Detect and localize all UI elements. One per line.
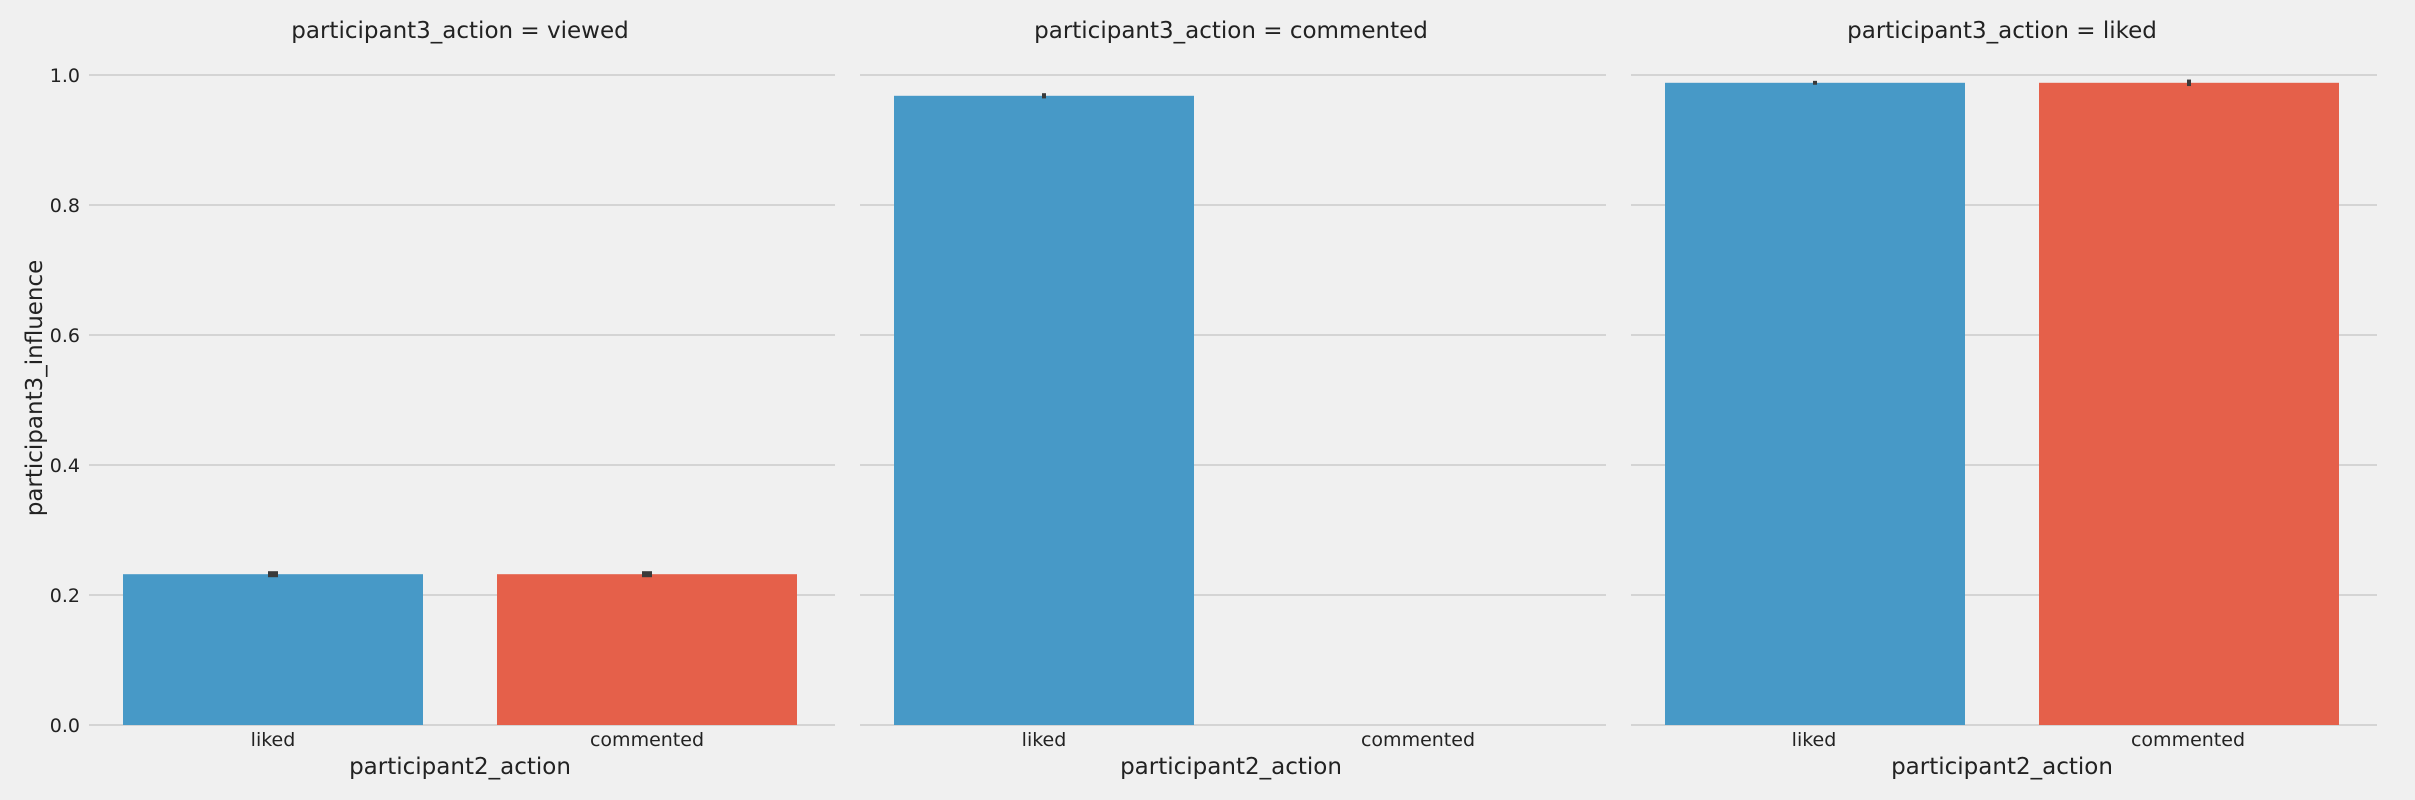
error-bar xyxy=(642,571,652,578)
x-tick-label-liked: liked xyxy=(1792,729,1837,751)
bars xyxy=(123,571,797,725)
y-tick-label: 0.6 xyxy=(50,325,80,347)
y-tick-labels: 0.0 0.2 0.4 0.6 0.8 1.0 xyxy=(50,65,80,737)
x-tick-label-commented: commented xyxy=(590,729,704,751)
y-axis-label: participant3_influence xyxy=(22,260,48,517)
x-tick-label-liked: liked xyxy=(1022,729,1067,751)
bar-liked xyxy=(123,574,423,725)
bar-commented xyxy=(497,574,797,725)
panel-title: participant3_action = liked xyxy=(1847,18,2157,44)
bars xyxy=(1665,79,2339,726)
y-tick-label: 0.2 xyxy=(50,585,80,607)
error-bar xyxy=(268,571,278,578)
x-axis-label: participant2_action xyxy=(349,754,571,780)
y-tick-label: 0.0 xyxy=(50,715,80,737)
x-tick-label-commented: commented xyxy=(2131,729,2245,751)
y-tick-label: 1.0 xyxy=(50,65,80,87)
x-axis-label: participant2_action xyxy=(1120,754,1342,780)
x-axis-label: participant2_action xyxy=(1891,754,2113,780)
y-tick-label: 0.8 xyxy=(50,195,80,217)
bars xyxy=(894,93,1194,726)
x-tick-label-liked: liked xyxy=(251,729,296,751)
panel-title: participant3_action = commented xyxy=(1034,18,1428,44)
x-tick-label-commented: commented xyxy=(1361,729,1475,751)
panel-viewed: participant3_action = viewed liked comme… xyxy=(89,18,835,780)
bar-liked xyxy=(1665,82,1965,726)
bar-commented xyxy=(2039,82,2339,726)
bar-liked xyxy=(894,95,1194,726)
y-tick-label: 0.4 xyxy=(50,455,80,477)
panel-title: participant3_action = viewed xyxy=(291,18,628,44)
panel-commented: participant3_action = commented liked co… xyxy=(860,18,1606,780)
panel-liked: participant3_action = liked liked commen… xyxy=(1631,18,2377,780)
